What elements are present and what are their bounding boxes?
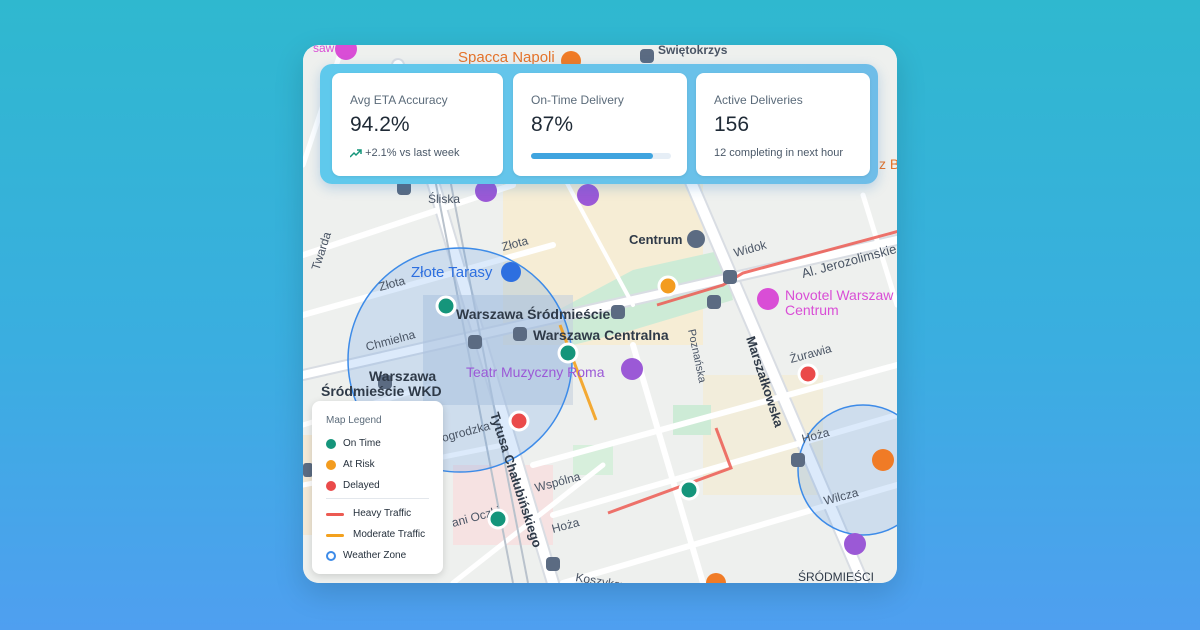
poi-centrum: Centrum <box>629 232 682 247</box>
poi-novotel-2: Centrum <box>785 302 839 318</box>
legend-label: Heavy Traffic <box>353 508 412 519</box>
stat-card-ontime[interactable]: On-Time Delivery 87% <box>513 73 687 176</box>
trending-up-icon <box>349 148 362 158</box>
poi-warszawa-srodmiescie: Warszawa Śródmieście <box>456 305 611 322</box>
district-srodmiescie: ŚRÓDMIEŚCI <box>798 569 874 583</box>
poi-wkd-1: Warszawa <box>369 368 436 384</box>
ontime-progress-bar <box>531 153 671 159</box>
stat-ontime-label: On-Time Delivery <box>531 93 624 107</box>
poi-spacca-napoli: Spacca Napoli <box>458 49 555 66</box>
stat-eta-trend: +2.1% vs last week <box>349 147 460 159</box>
street-zlota-2: Złota <box>377 273 407 294</box>
marker-on-time[interactable] <box>435 295 457 317</box>
marker-delayed[interactable] <box>797 363 819 385</box>
legend-swatch <box>326 439 336 449</box>
legend-divider <box>326 498 429 499</box>
legend-label: On Time <box>343 438 381 449</box>
legend-swatch <box>326 551 336 561</box>
marker-on-time[interactable] <box>678 479 700 501</box>
stat-ontime-value: 87% <box>531 113 574 136</box>
legend-label: Weather Zone <box>343 550 407 561</box>
street-sliska: Śliska <box>428 191 460 206</box>
legend-swatch <box>326 481 336 491</box>
stat-eta-label: Avg ETA Accuracy <box>350 93 448 107</box>
transit-icons <box>303 49 805 571</box>
poi-z-b: z B <box>879 156 897 172</box>
marker-at-risk[interactable] <box>657 275 679 297</box>
legend-label: Moderate Traffic <box>353 529 426 540</box>
poi-teatr: Teatr Muzyczny Roma <box>466 364 605 380</box>
stat-active-sub: 12 completing in next hour <box>714 147 844 159</box>
legend-swatch <box>326 534 344 537</box>
poi-wkd-2: Śródmieście WKD <box>321 382 442 399</box>
stat-active-label: Active Deliveries <box>714 93 803 107</box>
poi-warszawa-centralna: Warszawa Centralna <box>533 327 669 343</box>
poi-swietokrzyska: Świętokrzys <box>658 45 728 57</box>
stat-card-active[interactable]: Active Deliveries 156 12 completing in n… <box>696 73 870 176</box>
legend-label: Delayed <box>343 480 380 491</box>
stat-eta-value: 94.2% <box>350 113 410 136</box>
legend-swatch <box>326 513 344 516</box>
legend-swatch <box>326 460 336 470</box>
ontime-progress-fill <box>531 153 653 159</box>
stat-active-value: 156 <box>714 113 750 136</box>
street-saw: saw <box>313 45 335 55</box>
stat-eta-trend-text: +2.1% vs last week <box>365 147 460 159</box>
stats-bar: Avg ETA Accuracy 94.2% +2.1% vs last wee… <box>320 64 878 184</box>
legend-label: At Risk <box>343 459 375 470</box>
marker-on-time[interactable] <box>557 342 579 364</box>
poi-novotel-1: Novotel Warszaw <box>785 287 894 303</box>
street-zlota-1: Złota <box>500 233 530 254</box>
stat-card-eta[interactable]: Avg ETA Accuracy 94.2% +2.1% vs last wee… <box>332 73 503 176</box>
marker-delayed[interactable] <box>508 410 530 432</box>
poi-pins <box>335 45 894 583</box>
delivery-markers[interactable] <box>435 275 819 530</box>
marker-on-time[interactable] <box>487 508 509 530</box>
map-legend: Map Legend On Time At Risk Delayed Heavy… <box>312 401 443 574</box>
legend-title: Map Legend <box>326 415 382 426</box>
poi-zlote-tarasy: Złote Tarasy <box>411 264 493 281</box>
map-card: Spacca Napoli Świętokrzys saw Śliska Zło… <box>303 45 897 583</box>
